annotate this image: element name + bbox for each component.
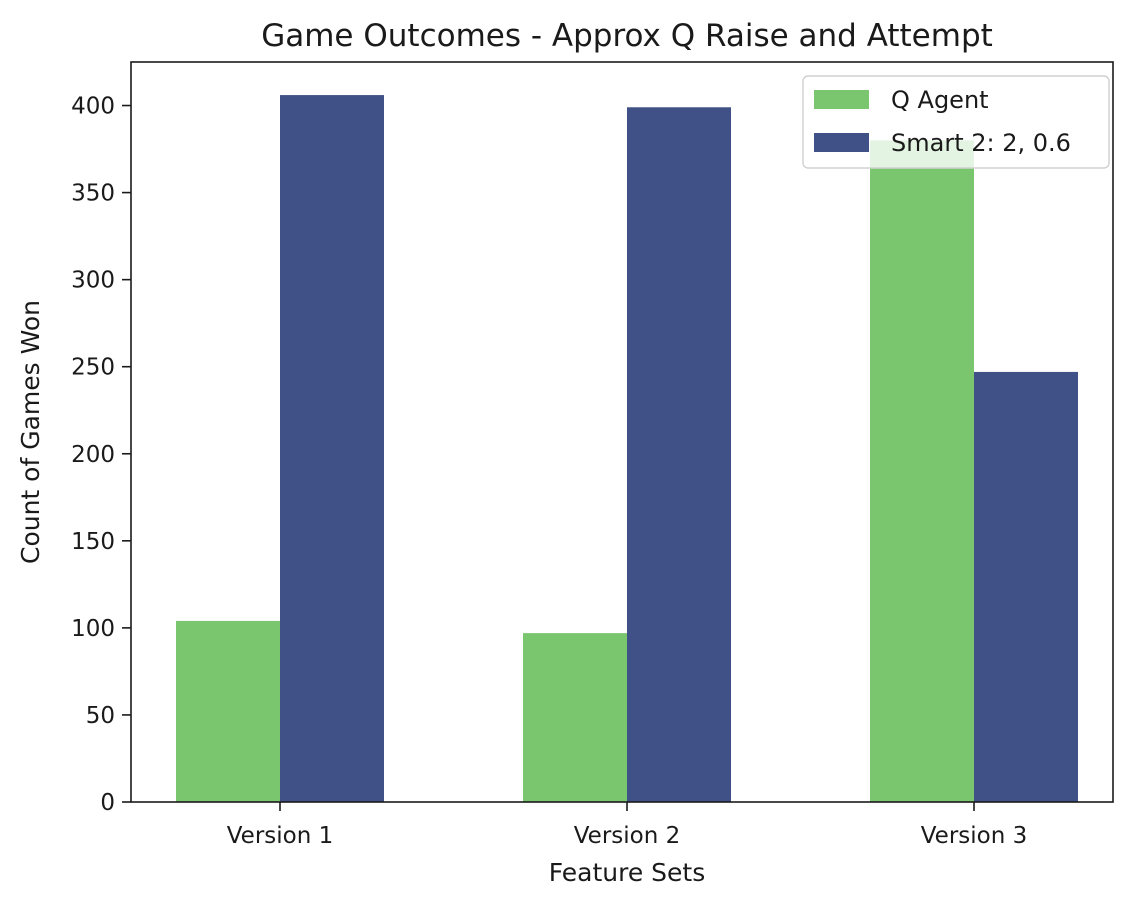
x-axis-label: Feature Sets xyxy=(549,858,706,887)
bar-smart-2-2-0-6-version-2 xyxy=(627,107,731,803)
y-tick-label: 400 xyxy=(71,94,115,120)
chart-title: Game Outcomes - Approx Q Raise and Attem… xyxy=(261,18,993,54)
legend-swatch-q-agent xyxy=(814,90,869,109)
y-axis-label: Count of Games Won xyxy=(16,300,45,564)
x-axis: Version 1 Version 2 Version 3 xyxy=(227,802,1028,849)
y-tick-label: 250 xyxy=(71,355,115,381)
bars-layer xyxy=(176,95,1078,803)
bar-smart-2-2-0-6-version-1 xyxy=(280,95,384,803)
y-tick-label: 300 xyxy=(71,268,115,294)
bar-q-agent-version-2 xyxy=(523,633,627,802)
legend-box xyxy=(802,75,1110,169)
x-tick-label: Version 1 xyxy=(227,823,334,849)
legend-swatch-smart-2 xyxy=(814,133,869,152)
legend-label-smart-2: Smart 2: 2, 0.6 xyxy=(891,129,1071,157)
bar-smart-2-2-0-6-version-3 xyxy=(974,371,1078,802)
legend-label-q-agent: Q Agent xyxy=(891,86,989,114)
plot-frame xyxy=(130,61,1114,803)
bar-q-agent-version-1 xyxy=(176,620,280,802)
y-axis: 0 50 100 150 200 250 300 350 400 xyxy=(71,94,131,816)
x-tick-label: Version 3 xyxy=(921,823,1028,849)
y-tick-label: 50 xyxy=(86,703,115,729)
y-tick-label: 350 xyxy=(71,181,115,207)
x-tick-label: Version 2 xyxy=(574,823,681,849)
bar-q-agent-version-3 xyxy=(870,140,974,803)
y-tick-label: 150 xyxy=(71,529,115,555)
y-tick-label: 200 xyxy=(71,442,115,468)
legend: Q Agent Smart 2: 2, 0.6 xyxy=(802,75,1110,169)
y-tick-label: 0 xyxy=(100,790,115,816)
y-tick-label: 100 xyxy=(71,616,115,642)
